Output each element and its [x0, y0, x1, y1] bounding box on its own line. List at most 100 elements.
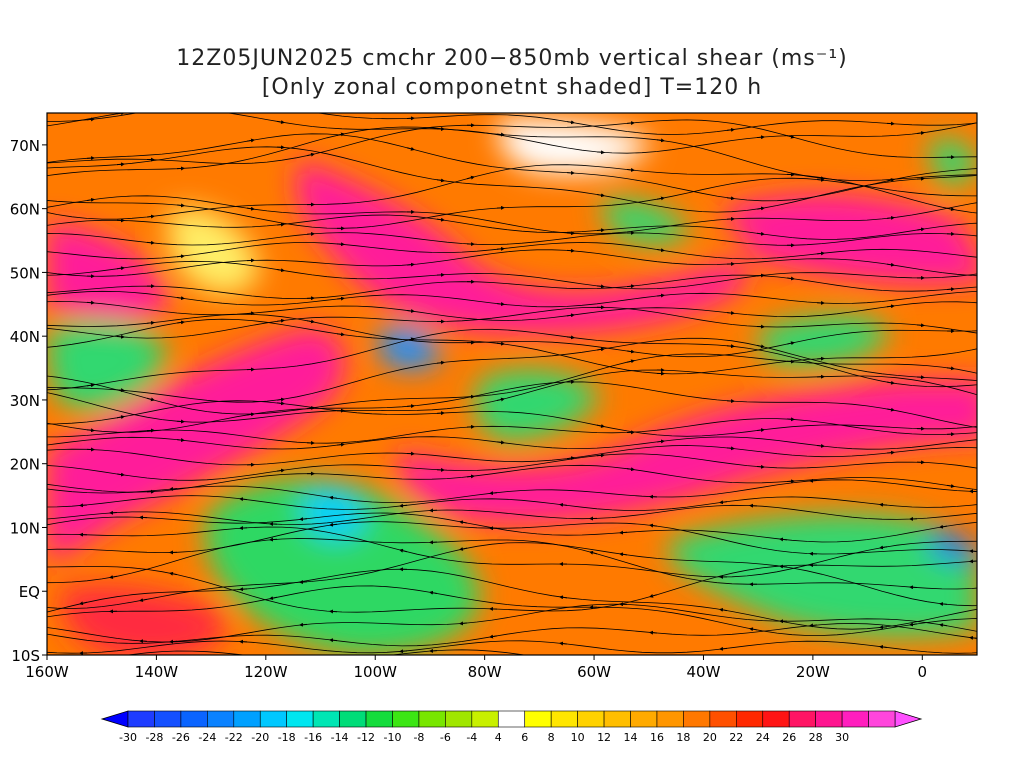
streamline-arrow — [276, 222, 285, 227]
colorbar-bin — [709, 710, 737, 728]
colorbar-label: 18 — [676, 731, 690, 744]
streamline-arrow — [656, 439, 665, 444]
colorbar-bin — [550, 710, 578, 728]
streamline-arrow — [176, 203, 185, 208]
streamline — [47, 542, 977, 609]
streamline-arrow — [886, 304, 895, 309]
lat-label: 60N — [10, 201, 40, 219]
streamline-arrow — [271, 658, 277, 659]
colorbar-bin — [736, 710, 764, 728]
streamline-arrow — [786, 341, 795, 346]
colorbar-label: -16 — [304, 731, 322, 744]
streamline-arrow — [276, 401, 285, 406]
weak-region-coast — [380, 326, 440, 370]
streamline — [47, 113, 977, 154]
streamline-arrow — [886, 215, 895, 220]
colorbar-label: -4 — [466, 731, 477, 744]
streamline-arrow — [566, 456, 575, 461]
streamline — [47, 453, 977, 481]
colorbar-bin — [233, 710, 261, 728]
streamline-arrow — [589, 550, 598, 555]
streamline-arrow — [329, 522, 338, 527]
streamline-arrow — [246, 412, 255, 417]
streamline — [47, 418, 977, 444]
streamline-arrow — [329, 495, 338, 500]
streamline-arrow — [86, 428, 95, 433]
streamline-arrow — [276, 120, 285, 125]
streamline-arrow — [726, 446, 735, 451]
streamline — [47, 568, 977, 630]
streamline-arrow — [649, 523, 658, 528]
streamline-arrow — [176, 438, 185, 443]
streamline-arrow — [299, 517, 308, 522]
streamline-arrow — [239, 497, 248, 502]
colorbar-bin — [392, 710, 420, 728]
streamline — [47, 495, 977, 511]
streamline — [47, 126, 977, 181]
colorbar-label: 24 — [756, 731, 770, 744]
colorbar-bin — [127, 710, 155, 728]
streamline-arrow — [939, 602, 948, 606]
colorbar-bin — [207, 710, 235, 728]
streamline-arrow — [626, 467, 635, 472]
streamline-arrow — [756, 231, 765, 236]
streamline-arrow — [656, 248, 665, 253]
streamline — [47, 521, 977, 555]
streamline-arrow — [559, 641, 568, 646]
lat-label: 50N — [10, 264, 40, 282]
streamline-arrow — [246, 138, 255, 143]
colorbar-label: -24 — [198, 731, 216, 744]
streamline-arrow — [596, 193, 605, 198]
streamline-arrow — [169, 639, 178, 644]
colorbar-label: -26 — [172, 731, 190, 744]
streamline — [47, 479, 977, 503]
colorbar-bin — [259, 710, 287, 728]
streamline-arrow — [459, 547, 468, 551]
streamline — [47, 214, 977, 240]
colorbar-label: -18 — [278, 731, 296, 744]
streamline-arrow — [756, 206, 765, 211]
streamline-arrow — [756, 135, 765, 140]
streamline — [47, 119, 977, 165]
streamline-arrow — [406, 337, 415, 342]
colorbar-bin — [577, 710, 605, 728]
colorbar-bin — [524, 710, 552, 728]
streamline-arrow — [809, 623, 818, 628]
streamline — [47, 585, 977, 636]
streamline — [47, 328, 977, 391]
streamline-arrow — [139, 598, 148, 603]
streamline-arrow — [109, 575, 118, 579]
lat-label: EQ — [19, 583, 40, 601]
streamline-arrow — [79, 503, 88, 508]
streamline-arrow — [306, 152, 315, 157]
streamline-arrow — [436, 178, 445, 183]
colorbar-label: 8 — [548, 731, 555, 744]
colorbar-label: 30 — [835, 731, 849, 744]
streamline-arrow — [879, 644, 888, 649]
streamline — [125, 649, 527, 655]
streamline-arrow — [786, 276, 795, 281]
colorbar-bin — [445, 710, 473, 728]
easterly-core-2 — [930, 533, 977, 561]
colorbar-label: 26 — [782, 731, 796, 744]
streamline-arrow — [879, 502, 888, 507]
streamline-arrow — [626, 359, 635, 364]
colorbar-bin — [418, 710, 446, 728]
streamline-arrow — [946, 483, 955, 488]
streamline-arrow — [176, 254, 185, 259]
lat-label: 40N — [10, 328, 40, 346]
streamline-arrow — [626, 284, 635, 289]
colorbar-over-triangle — [894, 710, 923, 728]
streamline-arrow — [566, 120, 575, 125]
colorbar-bin — [603, 710, 631, 728]
streamline-arrow — [146, 320, 155, 325]
streamline-arrow — [466, 474, 475, 479]
lat-label: 20N — [10, 456, 40, 474]
colorbar-label: -30 — [119, 731, 137, 744]
streamline-arrow — [909, 622, 918, 627]
streamline-arrow — [886, 262, 895, 267]
streamline-arrow — [916, 227, 925, 232]
streamline-arrow — [86, 117, 95, 122]
streamline-arrow — [619, 552, 628, 557]
